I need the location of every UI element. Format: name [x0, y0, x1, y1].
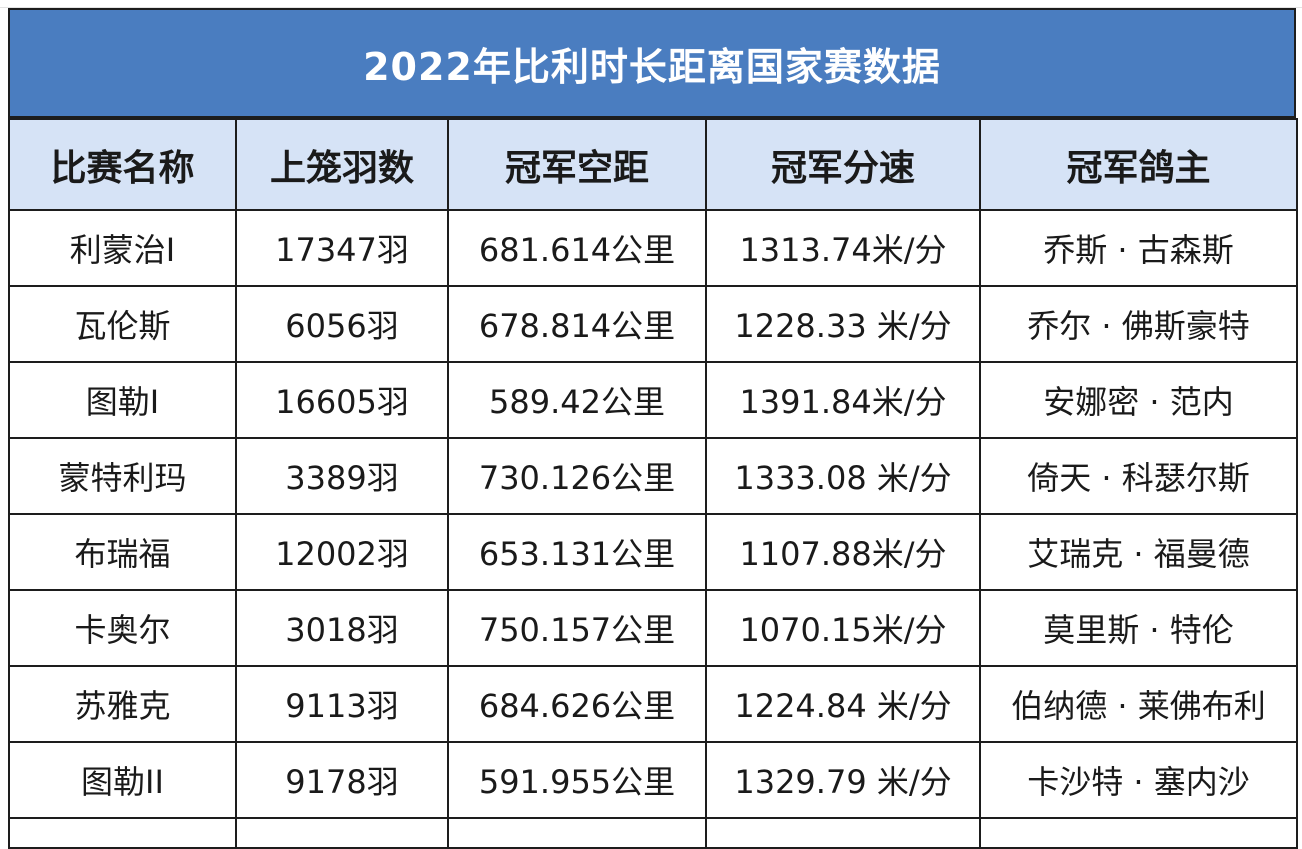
table-title: 2022年比利时长距离国家赛数据 — [363, 44, 941, 89]
cell-birds-entered[interactable]: 3389羽 — [235, 437, 449, 515]
table-row: 图勒II 9178羽 591.955公里 1329.79 米/分 卡沙特 · 塞… — [8, 741, 1298, 819]
cell-winner-owner[interactable]: 伯纳德 · 莱佛布利 — [979, 665, 1298, 743]
cell-race-name[interactable]: 瓦伦斯 — [8, 285, 237, 363]
table-row: 蒙特利玛 3389羽 730.126公里 1333.08 米/分 倚天 · 科瑟… — [8, 437, 1298, 515]
table-row-cut-off — [8, 817, 1298, 849]
cell-winner-owner[interactable]: 乔尔 · 佛斯豪特 — [979, 285, 1298, 363]
cell-winner-distance[interactable]: 730.126公里 — [447, 437, 707, 515]
cell-winner-velocity[interactable]: 1333.08 米/分 — [705, 437, 981, 515]
cell-winner-distance[interactable]: 653.131公里 — [447, 513, 707, 591]
cell-birds-entered[interactable]: 16605羽 — [235, 361, 449, 439]
cell-winner-owner[interactable]: 乔斯 · 古森斯 — [979, 209, 1298, 287]
cell-winner-velocity[interactable]: 1391.84米/分 — [705, 361, 981, 439]
cell-race-name[interactable]: 图勒I — [8, 361, 237, 439]
cell-winner-velocity[interactable]: 1224.84 米/分 — [705, 665, 981, 743]
cell-birds-entered[interactable]: 9113羽 — [235, 665, 449, 743]
cell-winner-distance[interactable]: 681.614公里 — [447, 209, 707, 287]
cell-empty[interactable] — [8, 817, 237, 849]
table-row: 瓦伦斯 6056羽 678.814公里 1228.33 米/分 乔尔 · 佛斯豪… — [8, 285, 1298, 363]
cell-winner-velocity[interactable]: 1329.79 米/分 — [705, 741, 981, 819]
table-row: 苏雅克 9113羽 684.626公里 1224.84 米/分 伯纳德 · 莱佛… — [8, 665, 1298, 743]
header-winner-velocity[interactable]: 冠军分速 — [705, 118, 981, 211]
cell-race-name[interactable]: 布瑞福 — [8, 513, 237, 591]
cell-empty[interactable] — [235, 817, 449, 849]
cell-winner-velocity[interactable]: 1313.74米/分 — [705, 209, 981, 287]
table-row: 利蒙治I 17347羽 681.614公里 1313.74米/分 乔斯 · 古森… — [8, 209, 1298, 287]
cell-race-name[interactable]: 利蒙治I — [8, 209, 237, 287]
cell-winner-owner[interactable]: 卡沙特 · 塞内沙 — [979, 741, 1298, 819]
cell-winner-owner[interactable]: 艾瑞克 · 福曼德 — [979, 513, 1298, 591]
cell-winner-velocity[interactable]: 1228.33 米/分 — [705, 285, 981, 363]
table-row: 布瑞福 12002羽 653.131公里 1107.88米/分 艾瑞克 · 福曼… — [8, 513, 1298, 591]
header-row: 比赛名称 上笼羽数 冠军空距 冠军分速 冠军鸽主 — [8, 118, 1298, 211]
cell-race-name[interactable]: 图勒II — [8, 741, 237, 819]
cell-winner-velocity[interactable]: 1070.15米/分 — [705, 589, 981, 667]
header-race-name[interactable]: 比赛名称 — [8, 118, 237, 211]
race-data-table: 比赛名称 上笼羽数 冠军空距 冠军分速 冠军鸽主 利蒙治I 17347羽 681… — [8, 118, 1298, 849]
cell-birds-entered[interactable]: 9178羽 — [235, 741, 449, 819]
cell-winner-distance[interactable]: 591.955公里 — [447, 741, 707, 819]
table-row: 卡奥尔 3018羽 750.157公里 1070.15米/分 莫里斯 · 特伦 — [8, 589, 1298, 667]
cell-winner-owner[interactable]: 莫里斯 · 特伦 — [979, 589, 1298, 667]
cell-birds-entered[interactable]: 12002羽 — [235, 513, 449, 591]
cell-winner-owner[interactable]: 安娜密 · 范内 — [979, 361, 1298, 439]
header-winner-distance[interactable]: 冠军空距 — [447, 118, 707, 211]
cell-race-name[interactable]: 苏雅克 — [8, 665, 237, 743]
cell-empty[interactable] — [979, 817, 1298, 849]
cell-birds-entered[interactable]: 3018羽 — [235, 589, 449, 667]
cell-birds-entered[interactable]: 17347羽 — [235, 209, 449, 287]
cell-empty[interactable] — [447, 817, 707, 849]
cell-winner-velocity[interactable]: 1107.88米/分 — [705, 513, 981, 591]
table-row: 图勒I 16605羽 589.42公里 1391.84米/分 安娜密 · 范内 — [8, 361, 1298, 439]
cell-race-name[interactable]: 蒙特利玛 — [8, 437, 237, 515]
cell-race-name[interactable]: 卡奥尔 — [8, 589, 237, 667]
header-birds-entered[interactable]: 上笼羽数 — [235, 118, 449, 211]
header-winner-owner[interactable]: 冠军鸽主 — [979, 118, 1298, 211]
cell-winner-distance[interactable]: 589.42公里 — [447, 361, 707, 439]
cell-winner-distance[interactable]: 678.814公里 — [447, 285, 707, 363]
cell-birds-entered[interactable]: 6056羽 — [235, 285, 449, 363]
cell-empty[interactable] — [705, 817, 981, 849]
cell-winner-owner[interactable]: 倚天 · 科瑟尔斯 — [979, 437, 1298, 515]
cell-winner-distance[interactable]: 750.157公里 — [447, 589, 707, 667]
table-title-cell[interactable]: 2022年比利时长距离国家赛数据 — [8, 8, 1296, 118]
sheet-gridline — [0, 0, 1302, 8]
cell-winner-distance[interactable]: 684.626公里 — [447, 665, 707, 743]
